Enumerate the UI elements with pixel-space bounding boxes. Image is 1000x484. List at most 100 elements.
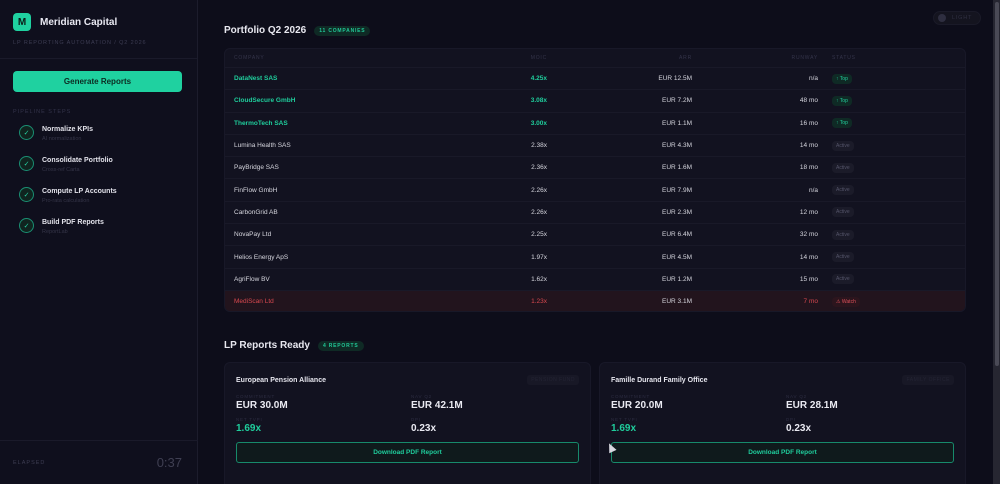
- nav-label: NAV Q2: [411, 394, 432, 399]
- pipeline-step: ✓ Consolidate Portfolio Cross-ref Carta: [19, 156, 197, 187]
- table-row[interactable]: Lumina Health SAS 2.38x EUR 4.3M 14 mo A…: [225, 133, 965, 156]
- tvpi-label: Net TVPI: [611, 417, 638, 422]
- column-header-runway[interactable]: Runway: [791, 55, 818, 61]
- scrollbar[interactable]: [993, 0, 1000, 484]
- company-name: CarbonGrid AB: [234, 208, 278, 216]
- theme-toggle-label: Light: [952, 15, 973, 21]
- table-row[interactable]: NovaPay Ltd 2.25x EUR 6.4M 32 mo Active: [225, 223, 965, 245]
- step-subtitle: AI normalization: [42, 136, 82, 142]
- toggle-knob-icon: [938, 14, 946, 22]
- moic-value: 2.38x: [531, 142, 547, 150]
- reports-count-badge: 4 Reports: [317, 340, 364, 351]
- download-pdf-button[interactable]: Download PDF Report: [611, 442, 954, 463]
- check-icon: ✓: [19, 156, 34, 171]
- lp-type-tag: Family Office: [902, 375, 954, 385]
- commitment-value: EUR 30.0M: [236, 400, 288, 411]
- moic-value: 3.08x: [530, 97, 547, 105]
- company-name: FinFlow GmbH: [234, 186, 278, 194]
- lp-name: European Pension Alliance: [236, 376, 326, 384]
- column-header-company[interactable]: Company: [234, 55, 265, 61]
- column-header-moic[interactable]: MOIC: [530, 55, 547, 61]
- pipeline-steps: ✓ Normalize KPIs AI normalization ✓ Cons…: [0, 115, 197, 249]
- status-badge: ↑ Top: [832, 118, 852, 129]
- column-header-status[interactable]: Status: [832, 55, 856, 61]
- arr-value: EUR 3.1M: [662, 298, 692, 306]
- moic-value: 2.36x: [531, 164, 547, 172]
- check-icon: ✓: [19, 125, 34, 140]
- table-row[interactable]: MediScan Ltd 1.23x EUR 3.1M 7 mo ⚠ Watch: [225, 289, 965, 311]
- divider: [0, 58, 197, 59]
- lp-type-tag: Pension Fund: [527, 375, 579, 385]
- table-row[interactable]: ThermoTech SAS 3.00x EUR 1.1M 16 mo ↑ To…: [225, 111, 965, 134]
- moic-value: 2.25x: [531, 231, 547, 239]
- step-subtitle: Cross-ref Carta: [42, 167, 80, 173]
- status-badge: Active: [832, 229, 854, 240]
- step-title: Normalize KPIs: [42, 126, 93, 133]
- status-badge: ⚠ Watch: [832, 296, 860, 307]
- status-badge: Active: [832, 274, 854, 285]
- table-row[interactable]: AgriFlow BV 1.62x EUR 1.2M 15 mo Active: [225, 267, 965, 290]
- check-icon: ✓: [19, 218, 34, 233]
- lp-report-card: European Pension Alliance Pension Fund C…: [224, 362, 591, 484]
- moic-value: 1.23x: [531, 298, 547, 306]
- table-row[interactable]: PayBridge SAS 2.36x EUR 1.6M 18 mo Activ…: [225, 156, 965, 178]
- table-row[interactable]: FinFlow GmbH 2.26x EUR 7.9M n/a Active: [225, 178, 965, 200]
- status-badge: ↑ Top: [832, 73, 852, 84]
- theme-toggle[interactable]: Light: [933, 11, 981, 25]
- runway-value: n/a: [808, 186, 818, 194]
- runway-value: n/a: [808, 75, 818, 83]
- main-content: Light Portfolio Q2 2026 11 Companies Com…: [199, 0, 993, 484]
- moic-value: 1.62x: [531, 275, 547, 283]
- arr-value: EUR 4.5M: [662, 253, 692, 261]
- arr-value: EUR 1.6M: [662, 164, 692, 172]
- brand: M Meridian Capital: [0, 0, 197, 31]
- commitment-label: Commitment: [236, 394, 275, 399]
- tvpi-value: 1.69x: [236, 423, 262, 434]
- company-name: PayBridge SAS: [234, 164, 279, 172]
- table-row[interactable]: Helios Energy ApS 1.97x EUR 4.5M 14 mo A…: [225, 245, 965, 267]
- status-badge: Active: [832, 252, 854, 263]
- status-badge: Active: [832, 207, 854, 218]
- status-badge: Active: [832, 162, 854, 173]
- moic-value: 2.26x: [531, 208, 547, 216]
- step-title: Compute LP Accounts: [42, 188, 117, 195]
- arr-value: EUR 6.4M: [662, 231, 692, 239]
- pipeline-steps-label: Pipeline Steps: [13, 109, 72, 115]
- table-row[interactable]: CarbonGrid AB 2.26x EUR 2.3M 12 mo Activ…: [225, 200, 965, 223]
- table-row[interactable]: CloudSecure GmbH 3.08x EUR 7.2M 48 mo ↑ …: [225, 89, 965, 111]
- moic-value: 4.25x: [530, 75, 547, 83]
- runway-value: 7 mo: [803, 298, 818, 306]
- runway-value: 12 mo: [799, 208, 818, 216]
- company-name: Helios Energy ApS: [234, 253, 289, 261]
- elapsed-time: 0:37: [156, 455, 182, 470]
- runway-value: 16 mo: [799, 119, 818, 127]
- arr-value: EUR 4.3M: [662, 142, 692, 150]
- check-icon: ✓: [19, 187, 34, 202]
- company-name: CloudSecure GmbH: [234, 97, 296, 105]
- arr-value: EUR 7.9M: [662, 186, 692, 194]
- portfolio-header: Portfolio Q2 2026 11 Companies: [224, 25, 371, 36]
- portfolio-title: Portfolio Q2 2026: [224, 25, 307, 36]
- arr-value: EUR 2.3M: [662, 208, 692, 216]
- generate-reports-button[interactable]: Generate Reports: [13, 71, 182, 92]
- download-pdf-button[interactable]: Download PDF Report: [236, 442, 579, 463]
- status-badge: ↑ Top: [832, 95, 852, 106]
- table-row[interactable]: DataNest SAS 4.25x EUR 12.5M n/a ↑ Top: [225, 67, 965, 89]
- company-name: Lumina Health SAS: [234, 142, 291, 150]
- arr-value: EUR 7.2M: [662, 97, 692, 105]
- step-subtitle: ReportLab: [42, 229, 68, 235]
- tvpi-label: Net TVPI: [236, 417, 263, 422]
- lp-name: Famille Durand Family Office: [611, 376, 708, 384]
- arr-value: EUR 12.5M: [658, 75, 692, 83]
- runway-value: 15 mo: [799, 275, 818, 283]
- dpi-value: 0.23x: [411, 423, 437, 434]
- scrollbar-thumb[interactable]: [995, 2, 999, 366]
- elapsed-timer: Elapsed 0:37: [0, 440, 198, 484]
- brand-subtitle: LP Reporting Automation / Q2 2026: [13, 40, 147, 46]
- column-header-arr[interactable]: ARR: [679, 55, 692, 61]
- company-name: DataNest SAS: [234, 75, 278, 83]
- arr-value: EUR 1.2M: [662, 275, 692, 283]
- runway-value: 48 mo: [799, 97, 818, 105]
- brand-name: Meridian Capital: [40, 16, 118, 28]
- runway-value: 32 mo: [799, 231, 818, 239]
